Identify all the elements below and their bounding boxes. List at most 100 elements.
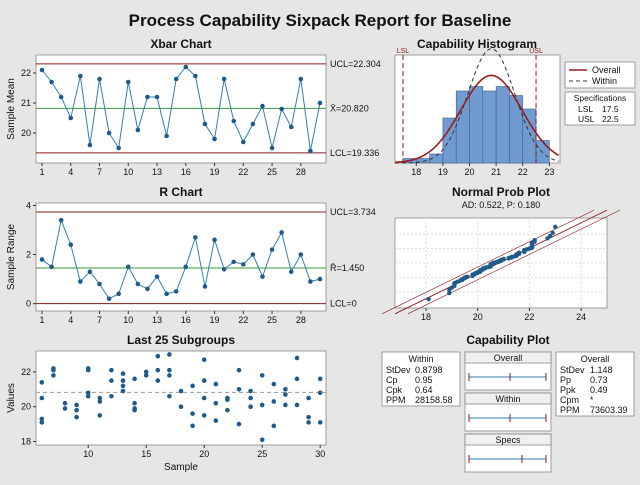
overall-stat-value: *	[590, 395, 594, 405]
xbar-chart-point	[116, 145, 121, 151]
subgroups-point	[190, 411, 195, 416]
subgroups-point	[259, 437, 265, 443]
subgroups-point	[167, 393, 172, 399]
subgroups-point	[132, 400, 137, 406]
histogram-bar	[522, 108, 537, 164]
r-chart-ytick-label: 0	[26, 299, 31, 309]
subgroups-point	[97, 399, 103, 404]
r-chart-point	[173, 289, 179, 294]
r-chart-ucl-label: UCL=3.734	[330, 207, 376, 217]
within-stat-value: 28158.58	[415, 395, 453, 405]
r-chart-point	[106, 296, 112, 302]
r-chart-ytick-label: 4	[26, 200, 31, 210]
r-chart-point	[250, 252, 256, 257]
subgroups-point	[306, 414, 311, 420]
histogram-lsl-label: LSL	[397, 48, 410, 55]
histogram-xtick-label: 18	[411, 167, 421, 177]
subgroups-point	[39, 395, 45, 401]
overall-stat-name: StDev	[560, 365, 585, 375]
subgroups-point	[62, 406, 68, 411]
subgroups-point	[39, 420, 45, 425]
overall-stat-name: Cpm	[560, 395, 579, 405]
histogram-bar	[482, 90, 497, 164]
within-stats-title: Within	[408, 354, 433, 364]
legend-within-label: Within	[592, 76, 617, 86]
subgroups-point	[201, 395, 207, 401]
normal-plot-xtick-label: 22	[524, 312, 534, 322]
subgroups-ytick-label: 22	[21, 367, 31, 377]
overall-stat-name: Pp	[560, 375, 571, 385]
subgroups-xtick-label: 15	[141, 449, 151, 459]
subgroups-point	[271, 423, 277, 429]
r-chart-point	[221, 266, 227, 272]
r-chart-point	[269, 247, 275, 252]
subgroups-xlabel: Sample	[164, 462, 198, 473]
overall-stat-name: Ppk	[560, 385, 576, 395]
xbar-chart-ucl-label: UCL=22.304	[330, 59, 381, 69]
within-stat-value: 0.8798	[415, 365, 443, 375]
within-stats-box	[381, 351, 461, 407]
subgroups-point	[283, 386, 288, 392]
normal-plot-title: Normal Prob Plot	[452, 185, 550, 199]
report-title: Process Capability Sixpack Report for Ba…	[129, 11, 512, 30]
subgroups-point	[306, 420, 311, 425]
r-chart-point	[68, 242, 74, 248]
r-chart-point	[135, 281, 141, 287]
xbar-chart-point	[135, 127, 141, 133]
histogram-bar	[455, 90, 470, 164]
xbar-chart-xtick-label: 13	[152, 167, 162, 177]
histogram-bar	[535, 140, 550, 164]
subgroups-point	[225, 407, 230, 413]
subgroups-point	[213, 381, 219, 387]
subgroups-point	[85, 393, 91, 399]
xbar-chart-xtick-label: 16	[181, 167, 191, 177]
r-chart-xtick-label: 25	[267, 315, 277, 325]
r-chart-point	[116, 291, 121, 297]
subgroups-point	[283, 392, 288, 397]
subgroups-point	[294, 355, 300, 361]
capability-specs-label: Specs	[495, 435, 521, 445]
subgroups-point	[85, 390, 91, 396]
xbar-chart-point	[317, 100, 323, 106]
r-chart-ytick-label: 2	[26, 250, 31, 260]
legend-overall-label: Overall	[592, 65, 621, 75]
subgroups-point	[39, 380, 45, 385]
subgroups-point	[51, 366, 56, 371]
r-chart-point	[308, 279, 313, 284]
r-chart-xtick-label: 13	[152, 315, 162, 325]
xbar-chart-xtick-label: 22	[238, 167, 248, 177]
xbar-chart-xtick-label: 1	[39, 167, 44, 177]
subgroups-point	[248, 395, 253, 401]
r-chart-xtick-label: 19	[210, 315, 220, 325]
within-stat-name: Cp	[386, 375, 398, 385]
xbar-chart-point	[260, 103, 265, 109]
subgroups-point	[109, 367, 114, 373]
subgroups-point	[236, 367, 242, 373]
xbar-chart-ytick-label: 22	[21, 68, 31, 78]
r-chart-xtick-label: 28	[296, 315, 306, 325]
r-chart-point	[212, 237, 217, 243]
xbar-chart-xtick-label: 28	[296, 167, 306, 177]
normal-plot-ci-upper	[381, 209, 595, 315]
histogram-bar	[495, 86, 510, 164]
xbar-chart-point	[241, 139, 246, 145]
xbar-chart-xtick-label: 7	[97, 167, 102, 177]
xbar-chart-point	[298, 76, 304, 82]
xbar-chart-point	[49, 79, 54, 85]
r-chart-xtick-label: 22	[238, 315, 248, 325]
r-chart-point	[39, 257, 45, 262]
subgroups-plot-area	[35, 350, 327, 446]
xbar-chart-xtick-label: 10	[123, 167, 133, 177]
subgroups-point	[143, 369, 149, 375]
normal-plot-xtick-label: 18	[421, 312, 431, 322]
histogram-xtick-label: 20	[465, 167, 475, 177]
subgroups-xtick-label: 30	[315, 449, 325, 459]
subgroups-point	[178, 404, 184, 410]
r-chart-xtick-label: 7	[97, 315, 102, 325]
xbar-chart-point	[39, 67, 45, 73]
subgroups-point	[225, 395, 230, 401]
xbar-chart-xtick-label: 25	[267, 167, 277, 177]
histogram-bar	[469, 86, 484, 164]
normal-plot-xtick-label: 20	[473, 312, 483, 322]
histogram-xtick-label: 23	[544, 167, 554, 177]
